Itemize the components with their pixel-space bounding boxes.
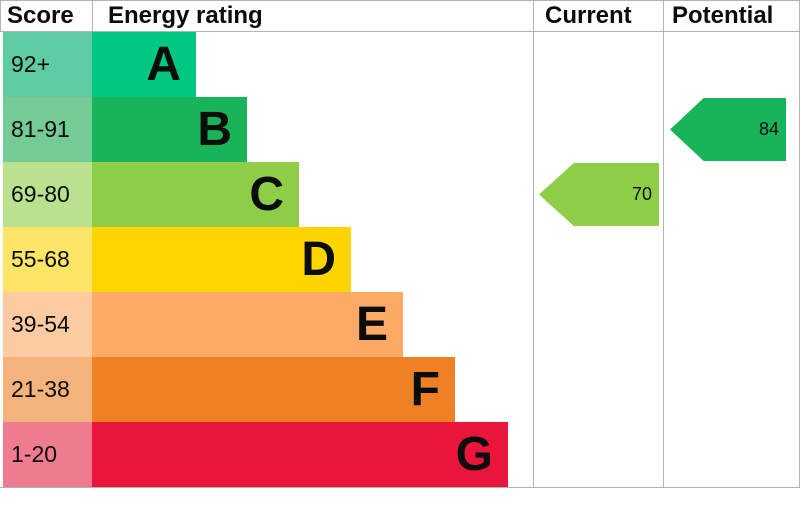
rating-cell: F [92, 357, 533, 422]
epc-band-row: 55-68 D [0, 227, 800, 292]
band-letter: B [197, 103, 232, 156]
band-bar: C [92, 162, 299, 227]
epc-body: 92+ A 81-91 B 84 69-80 C 70 55-68 [0, 32, 800, 488]
rating-cell: E [92, 292, 533, 357]
rating-cell: A [92, 32, 533, 97]
score-range: 81-91 [3, 97, 92, 162]
table-header-row: Score Energy rating Current Potential [0, 0, 800, 32]
potential-cell [663, 32, 800, 97]
current-cell [533, 227, 663, 292]
band-letter: G [455, 428, 493, 481]
rating-cell: D [92, 227, 533, 292]
score-header: Score [1, 1, 93, 31]
current-cell [533, 292, 663, 357]
epc-band-row: 21-38 F [0, 357, 800, 422]
score-range: 39-54 [3, 292, 92, 357]
band-bar: F [92, 357, 455, 422]
rating-cell: C [92, 162, 533, 227]
current-cell: 70 [533, 162, 663, 227]
epc-band-row: 81-91 B 84 [0, 97, 800, 162]
band-letter: A [146, 38, 181, 91]
band-letter: C [249, 168, 284, 221]
band-bar: B [92, 97, 247, 162]
energy-rating-header: Energy rating [93, 1, 534, 31]
potential-cell [663, 162, 800, 227]
current-cell [533, 97, 663, 162]
epc-band-row: 69-80 C 70 [0, 162, 800, 227]
band-letter: D [301, 233, 336, 286]
potential-cell [663, 357, 800, 422]
band-letter: E [355, 298, 388, 351]
score-range: 92+ [3, 32, 92, 97]
band-bar: D [92, 227, 351, 292]
epc-band-row: 92+ A [0, 32, 800, 97]
rating-cell: G [92, 422, 533, 487]
potential-cell [663, 292, 800, 357]
epc-band-row: 1-20 G [0, 422, 800, 487]
current-cell [533, 422, 663, 487]
band-bar: E [92, 292, 403, 357]
current-rating-arrow: 70 [539, 163, 659, 226]
score-range: 21-38 [3, 357, 92, 422]
current-header: Current [534, 1, 664, 31]
potential-cell: 84 [663, 97, 800, 162]
potential-header: Potential [664, 1, 800, 31]
potential-cell [663, 227, 800, 292]
score-range: 69-80 [3, 162, 92, 227]
score-range: 55-68 [3, 227, 92, 292]
current-rating-value: 70 [631, 184, 652, 204]
band-bar: G [92, 422, 508, 487]
potential-rating-arrow: 84 [670, 98, 786, 161]
current-cell [533, 357, 663, 422]
band-letter: F [410, 363, 440, 416]
epc-band-row: 39-54 E [0, 292, 800, 357]
band-bar: A [92, 32, 196, 97]
rating-cell: B [92, 97, 533, 162]
potential-rating-value: 84 [758, 119, 779, 139]
potential-cell [663, 422, 800, 487]
score-range: 1-20 [3, 422, 92, 487]
current-cell [533, 32, 663, 97]
